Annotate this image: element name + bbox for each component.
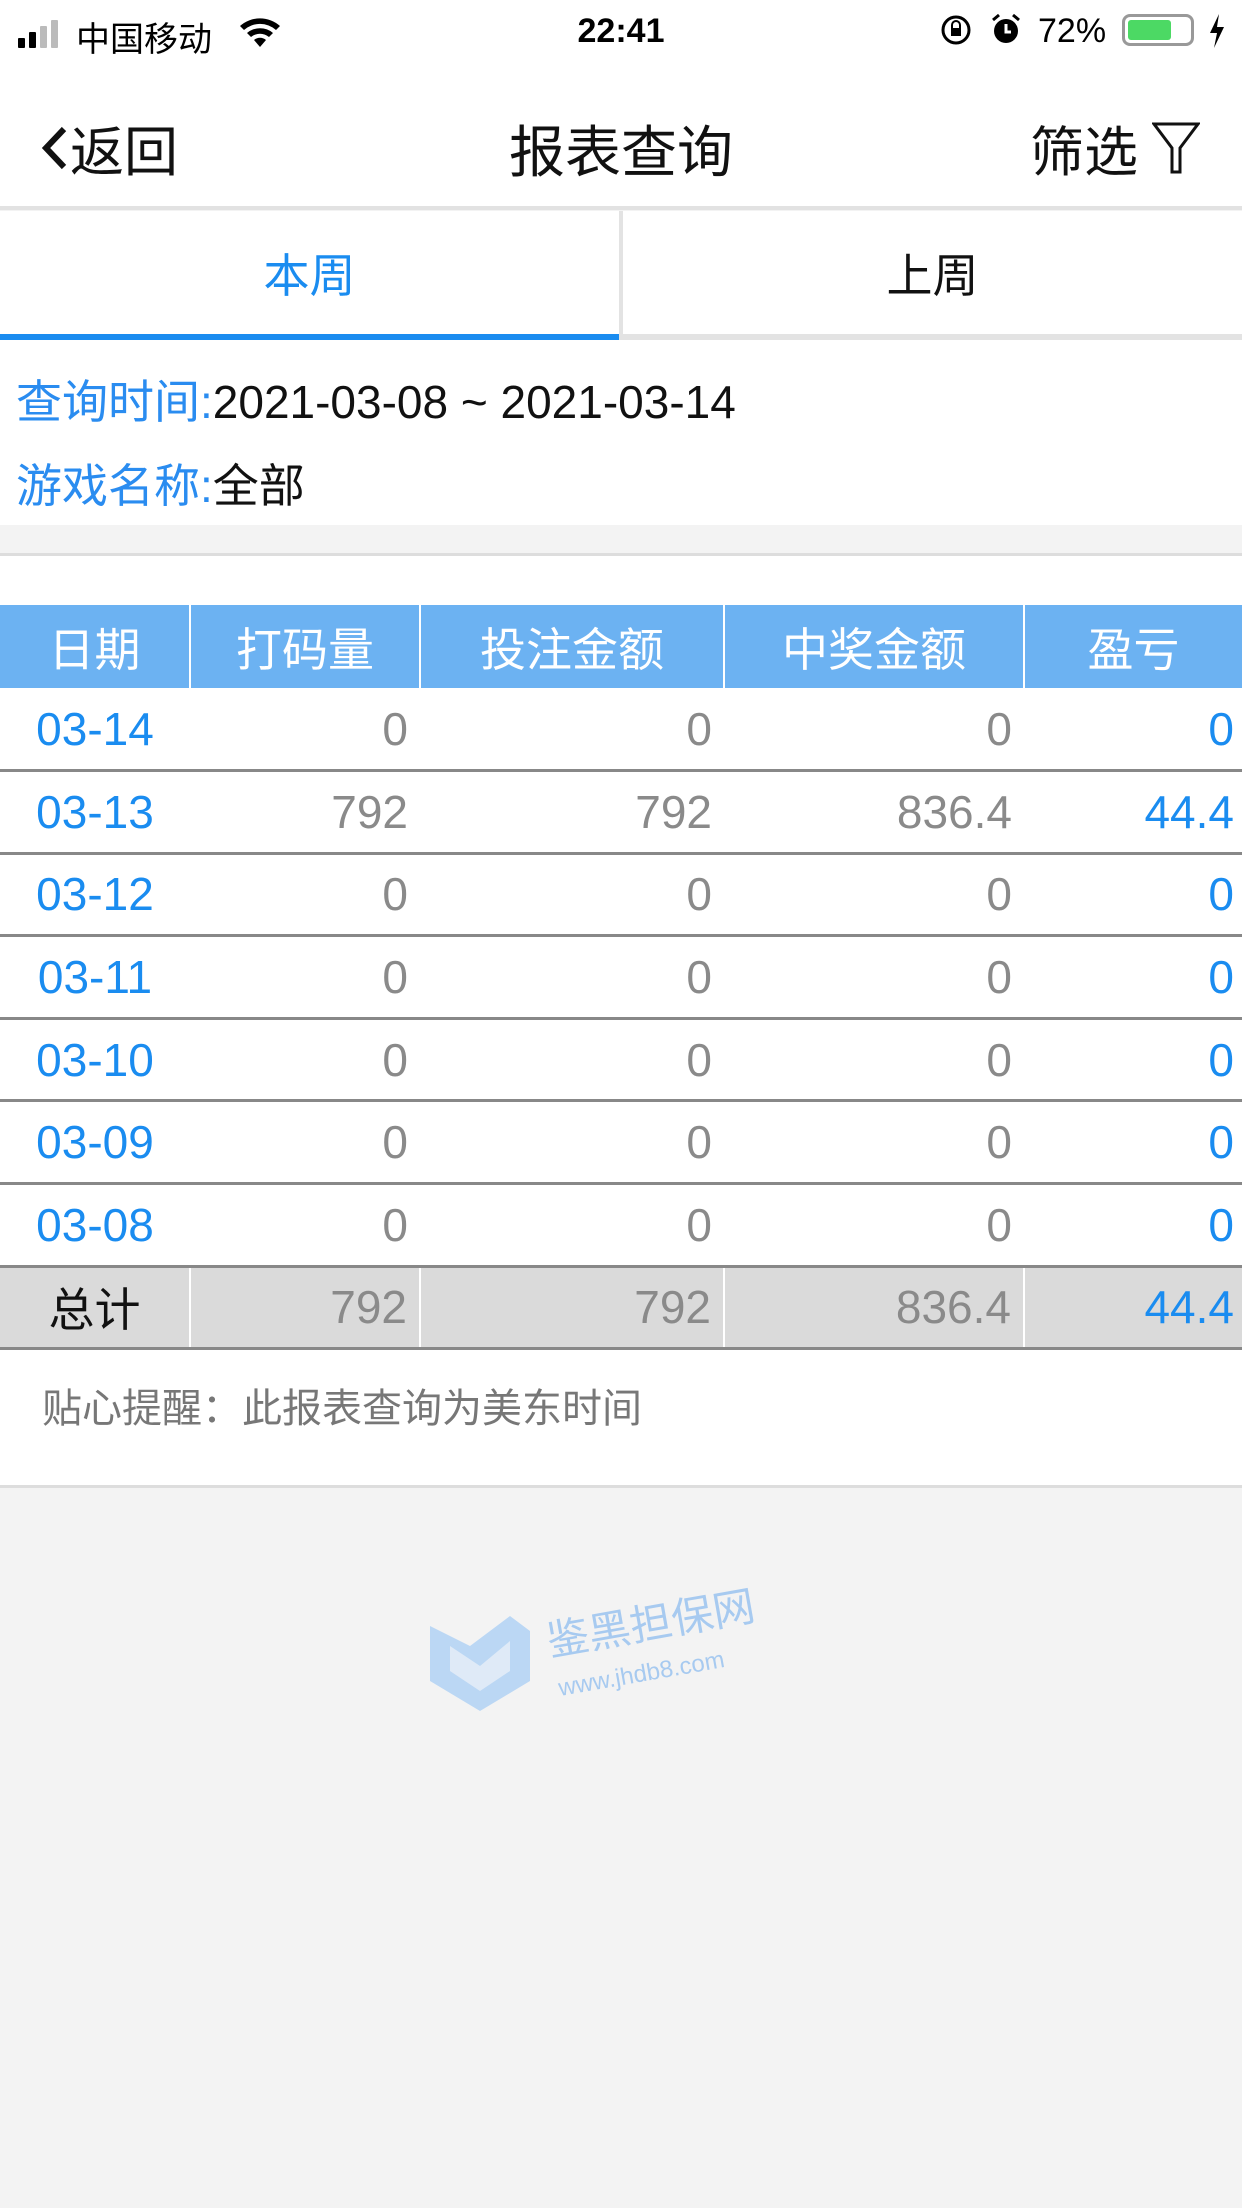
- header-turnover: 打码量: [190, 605, 421, 688]
- nav-bar: 返回 报表查询 筛选: [0, 64, 1242, 210]
- status-bar: 中国移动 22:41 72%: [0, 0, 1242, 64]
- cell-turnover: 0: [190, 935, 420, 1020]
- charging-icon: [1210, 14, 1224, 48]
- query-time-row: 查询时间:2021-03-08 ~ 2021-03-14: [16, 366, 736, 432]
- query-time-label: 查询时间:: [16, 376, 213, 428]
- table-row: 03-11 0 0 0 0: [0, 935, 1242, 1020]
- cell-win-amount: 836.4: [724, 1266, 1025, 1351]
- tab-last-week[interactable]: 上周: [619, 211, 1242, 334]
- table-row: 03-12 0 0 0 0: [0, 853, 1242, 938]
- cell-bet-amount: 0: [420, 688, 724, 773]
- cell-profit-loss: 44.4: [1024, 770, 1242, 855]
- battery-percent: 72%: [1038, 12, 1107, 50]
- cell-date[interactable]: 03-11: [0, 935, 190, 1020]
- cell-bet-amount: 792: [420, 770, 724, 855]
- cell-date[interactable]: 03-13: [0, 770, 190, 855]
- back-button[interactable]: 返回: [40, 108, 178, 187]
- total-row: 总计 792 792 836.4 44.4: [0, 1266, 1242, 1351]
- battery-icon: [1122, 14, 1194, 46]
- cell-profit-loss: 0: [1024, 1018, 1242, 1103]
- cell-bet-amount: 0: [420, 1100, 724, 1186]
- query-time-value: 2021-03-08 ~ 2021-03-14: [212, 376, 736, 428]
- back-label: 返回: [70, 123, 178, 183]
- cell-bet-amount: 0: [420, 1183, 724, 1268]
- cell-turnover: 0: [190, 853, 420, 938]
- cell-win-amount: 0: [724, 853, 1024, 938]
- cell-turnover: 792: [190, 770, 420, 855]
- week-tabs: 本周 上周: [0, 211, 1242, 340]
- cell-date[interactable]: 03-14: [0, 688, 190, 773]
- cell-bet-amount: 0: [420, 935, 724, 1020]
- filter-button[interactable]: 筛选: [1030, 108, 1200, 187]
- wifi-icon: [240, 18, 280, 47]
- game-name-label: 游戏名称:: [16, 460, 213, 512]
- cell-profit-loss: 44.4: [1024, 1266, 1242, 1351]
- tab-this-week[interactable]: 本周: [0, 211, 619, 340]
- cell-win-amount: 0: [724, 1018, 1024, 1103]
- header-bet-amount: 投注金额: [420, 605, 725, 688]
- cell-turnover: 0: [190, 1100, 420, 1186]
- watermark-logo-icon: 鉴黑担保网 www.jhdb8.com: [430, 1582, 758, 1711]
- game-name-value: 全部: [212, 460, 305, 512]
- header-win-amount: 中奖金额: [724, 605, 1025, 688]
- cell-date[interactable]: 03-08: [0, 1183, 190, 1268]
- clock: 22:41: [577, 12, 665, 50]
- cell-turnover: 0: [190, 1183, 420, 1268]
- header-date: 日期: [0, 605, 191, 688]
- funnel-icon: [1152, 122, 1200, 173]
- cell-profit-loss: 0: [1024, 688, 1242, 773]
- table-row: 03-08 0 0 0 0: [0, 1183, 1242, 1268]
- game-name-row: 游戏名称:全部: [16, 450, 305, 516]
- table-header: 日期 打码量 投注金额 中奖金额 盈亏: [0, 605, 1242, 688]
- cell-date[interactable]: 03-10: [0, 1018, 190, 1103]
- cell-win-amount: 0: [724, 1183, 1024, 1268]
- rotation-lock-icon: [941, 15, 971, 45]
- watermark-text: 鉴黑担保网: [543, 1586, 758, 1665]
- cell-turnover: 0: [190, 688, 420, 773]
- cell-turnover: 792: [190, 1266, 421, 1351]
- cell-win-amount: 0: [724, 688, 1024, 773]
- cell-profit-loss: 0: [1024, 853, 1242, 938]
- table-row: 03-10 0 0 0 0: [0, 1018, 1242, 1103]
- report-section: 日期 打码量 投注金额 中奖金额 盈亏 03-14 0 0 0 0 03-13 792 792…: [0, 556, 1242, 1711]
- query-info: 查询时间:2021-03-08 ~ 2021-03-14 游戏名称:全部: [0, 340, 1242, 525]
- cell-win-amount: 0: [724, 935, 1024, 1020]
- cell-date[interactable]: 03-12: [0, 853, 190, 938]
- carrier-label: 中国移动: [76, 21, 212, 59]
- cell-date: 总计: [0, 1266, 191, 1351]
- section-divider: [0, 525, 1242, 556]
- cell-profit-loss: 0: [1024, 1100, 1242, 1186]
- table-row: 03-13 792 792 836.4 44.4: [0, 770, 1242, 855]
- filter-label: 筛选: [1030, 123, 1138, 183]
- alarm-icon: [992, 13, 1020, 43]
- cell-bet-amount: 0: [420, 853, 724, 938]
- table-row: 03-14 0 0 0 0: [0, 688, 1242, 773]
- watermark: 鉴黑担保网 www.jhdb8.com: [420, 1582, 800, 1721]
- table-row: 03-09 0 0 0 0: [0, 1100, 1242, 1186]
- chevron-left-icon: [41, 126, 67, 169]
- reminder-note: 贴心提醒：此报表查询为美东时间: [42, 1387, 642, 1431]
- cell-win-amount: 0: [724, 1100, 1024, 1186]
- signal-icon: [18, 20, 58, 48]
- cell-bet-amount: 792: [420, 1266, 725, 1351]
- cell-profit-loss: 0: [1024, 935, 1242, 1020]
- header-profit-loss: 盈亏: [1024, 605, 1242, 688]
- cell-profit-loss: 0: [1024, 1183, 1242, 1268]
- cell-date[interactable]: 03-09: [0, 1100, 190, 1186]
- report-table: 日期 打码量 投注金额 中奖金额 盈亏 03-14 0 0 0 0 03-13 792 792…: [0, 605, 1242, 1351]
- cell-bet-amount: 0: [420, 1018, 724, 1103]
- watermark-url: www.jhdb8.com: [555, 1646, 726, 1702]
- cell-turnover: 0: [190, 1018, 420, 1103]
- cell-win-amount: 836.4: [724, 770, 1024, 855]
